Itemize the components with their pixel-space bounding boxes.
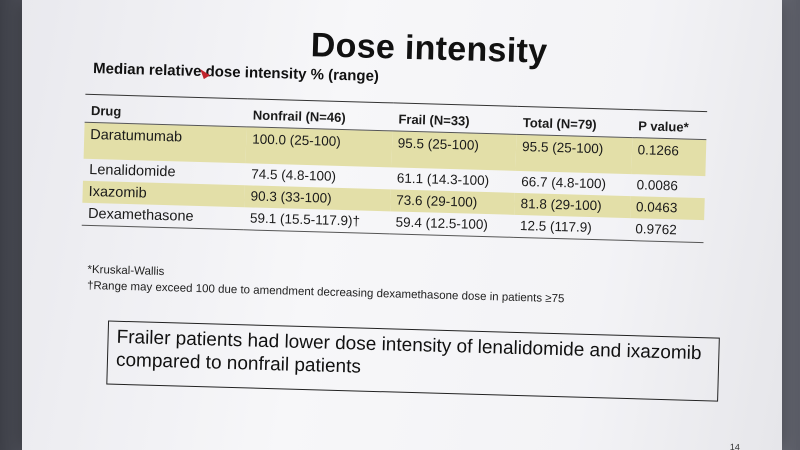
drug-name-cell: Dexamethasone [81,202,245,230]
presentation-slide: Dose intensity Median relative dose inte… [22,0,782,450]
slide-title: Dose intensity [310,26,548,71]
footnote-kruskal-wallis: *Kruskal-Wallis [87,263,165,279]
total-cell: 12.5 (117.9) [513,214,630,241]
footnote-range: †Range may exceed 100 due to amendment d… [86,279,565,306]
p-value-cell: 0.0086 [636,177,679,194]
total-cell: 95.5 (25-100) [515,134,632,175]
nonfrail-cell: 59.1 (15.5-117.9)† [243,207,390,234]
dose-intensity-table: Drug Nonfrail (N=46) Frail (N=33) Total … [81,94,708,243]
conclusion-callout-box: Frailer patients had lower dose intensit… [106,320,720,402]
header-drug: Drug [84,94,248,127]
header-nonfrail: Nonfrail (N=46) [246,98,393,131]
header-total: Total (N=79) [516,106,633,138]
p-value-cell: 0.1266 [630,137,707,177]
frail-cell: 59.4 (12.5-100) [389,211,515,238]
header-p-value: P value* [631,109,708,140]
nonfrail-cell: 100.0 (25-100) [245,126,393,168]
header-frail: Frail (N=33) [392,102,518,135]
total-cell: 66.7 (4.8-100) [520,174,607,192]
p-value-cell: 0.9762 [629,218,705,243]
drug-name-cell: Daratumumab [83,122,247,164]
frail-cell: 95.5 (25-100) [391,130,517,171]
slide-content: Dose intensity Median relative dose inte… [22,0,782,450]
page-number: 14 [729,441,740,450]
p-value-cell: 0.0463 [629,196,705,221]
total-cell: 81.8 (29-100) [514,192,631,219]
